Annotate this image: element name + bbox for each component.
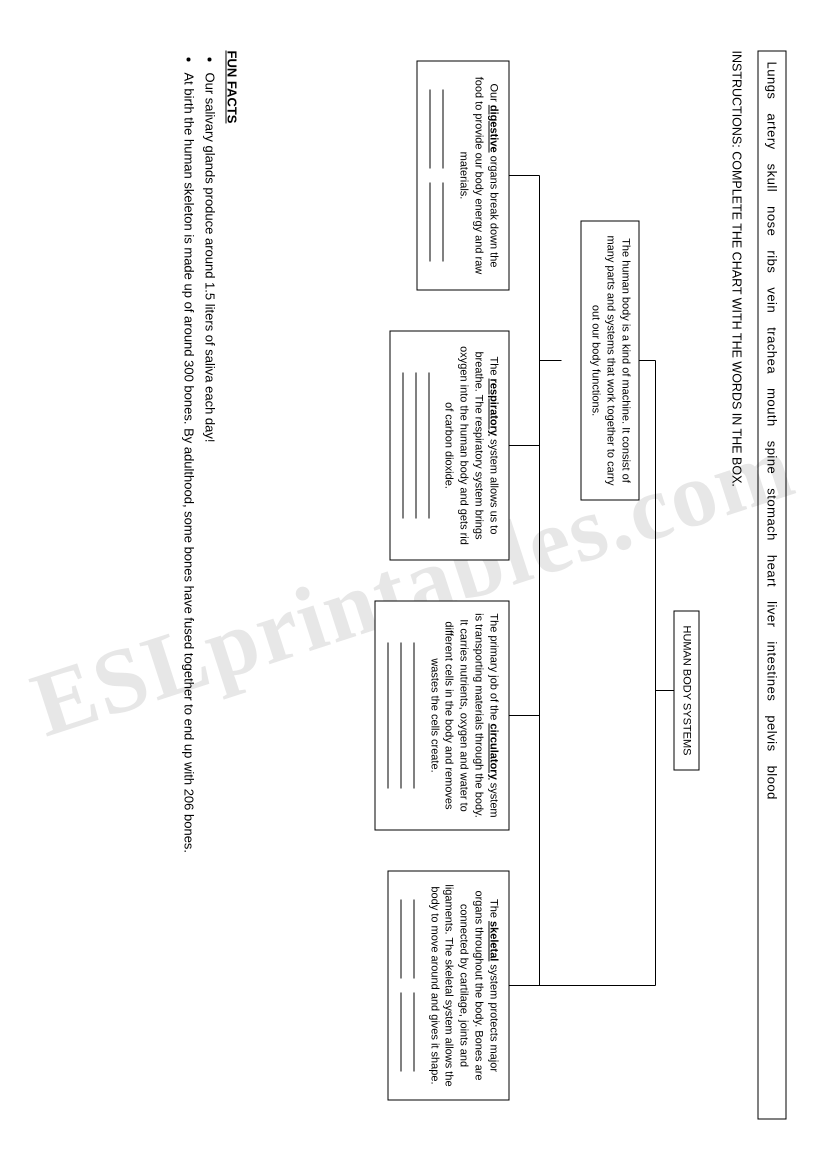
- node-description: The primary job of the circulatory syste…: [426, 611, 500, 819]
- respiratory-node: The respiratory system allows us to brea…: [389, 330, 509, 560]
- blank-line[interactable]: [413, 642, 414, 788]
- skeletal-node: The skeletal system protects major organ…: [387, 870, 509, 1100]
- word-bank-item: mouth: [764, 388, 779, 427]
- word-bank-item: nose: [764, 206, 779, 236]
- fun-fact-item: Our salivary glands produce around 1.5 l…: [200, 72, 218, 1119]
- blank-line[interactable]: [400, 992, 401, 1071]
- digestive-node: Our digestive organs break down the food…: [416, 60, 509, 290]
- word-bank-box: Lungs artery skull nose ribs vein trachea mouth…: [757, 50, 786, 1119]
- blank-line[interactable]: [413, 899, 414, 978]
- fun-facts-list: Our salivary glands produce around 1.5 l…: [179, 72, 218, 1119]
- word-bank-item: heart: [764, 554, 779, 586]
- fun-facts-heading: FUN FACTS: [224, 50, 239, 1119]
- word-bank-item: artery: [764, 113, 779, 149]
- blank-line[interactable]: [428, 372, 429, 518]
- word-bank-item: trachea: [764, 327, 779, 374]
- blank-line[interactable]: [387, 642, 388, 788]
- node-description: The skeletal system protects major organ…: [426, 881, 500, 1089]
- word-bank-item: intestines: [764, 641, 779, 701]
- node-description: Our digestive organs break down the food…: [455, 71, 500, 279]
- fun-facts-section: FUN FACTS Our salivary glands produce ar…: [179, 50, 239, 1119]
- word-bank-item: Lungs: [764, 61, 779, 99]
- word-bank-item: pelvis: [764, 715, 779, 751]
- blank-line[interactable]: [442, 182, 443, 261]
- blank-line[interactable]: [442, 89, 443, 168]
- chart-intro-node: The human body is a kind of machine. It …: [580, 220, 639, 500]
- fun-fact-item: At birth the human skeleton is made up o…: [179, 72, 197, 1119]
- blank-line[interactable]: [400, 642, 401, 788]
- word-bank-item: stomach: [764, 488, 779, 541]
- blank-line[interactable]: [402, 372, 403, 518]
- word-bank-item: spine: [764, 440, 779, 474]
- blank-line[interactable]: [413, 992, 414, 1071]
- circulatory-node: The primary job of the circulatory syste…: [374, 600, 509, 830]
- instructions-text: INSTRUCTIONS: COMPLETE THE CHART WITH TH…: [729, 50, 743, 1119]
- answer-blanks: [429, 71, 443, 279]
- answer-blanks: [387, 611, 414, 819]
- word-bank-item: ribs: [764, 250, 779, 273]
- word-bank-item: vein: [764, 287, 779, 313]
- blank-line[interactable]: [415, 372, 416, 518]
- word-bank-item: skull: [764, 163, 779, 192]
- worksheet-page: Lungs artery skull nose ribs vein trachea mouth…: [0, 0, 826, 1169]
- blank-line[interactable]: [400, 899, 401, 978]
- blank-line[interactable]: [429, 182, 430, 261]
- blank-line[interactable]: [429, 89, 430, 168]
- word-bank-item: liver: [764, 601, 779, 627]
- answer-blanks: [400, 881, 414, 1089]
- chart-title-node: HUMAN BODY SYSTEMS: [673, 610, 699, 770]
- hierarchy-chart: HUMAN BODY SYSTEMS The human body is a k…: [269, 50, 699, 1119]
- word-bank-item: blood: [764, 765, 779, 799]
- answer-blanks: [402, 341, 429, 549]
- node-description: The respiratory system allows us to brea…: [441, 341, 500, 549]
